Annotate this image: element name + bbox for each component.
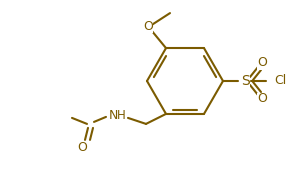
Text: N: N	[109, 109, 118, 122]
Text: O: O	[77, 141, 87, 154]
Text: Cl: Cl	[274, 75, 286, 88]
Text: H: H	[117, 109, 126, 122]
Text: O: O	[257, 56, 267, 69]
Text: S: S	[242, 74, 250, 88]
Text: O: O	[257, 93, 267, 106]
Text: O: O	[143, 20, 153, 33]
